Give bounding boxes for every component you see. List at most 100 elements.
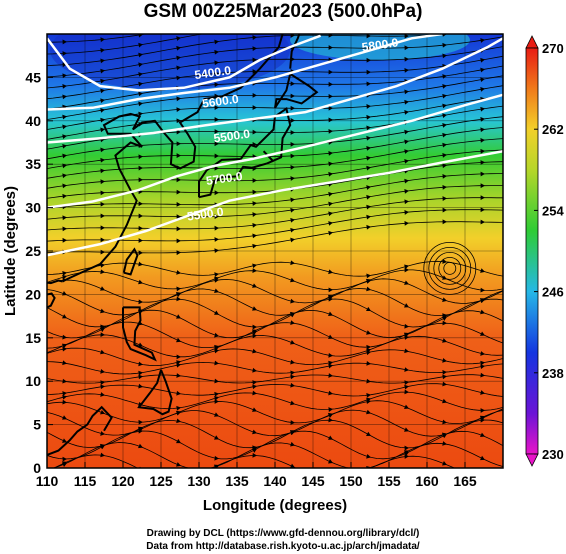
stream-arrow — [329, 476, 333, 481]
streamline — [47, 260, 503, 277]
stream-arrow — [290, 298, 295, 304]
stream-arrow — [138, 443, 143, 449]
stream-arrow — [290, 320, 295, 325]
stream-arrow — [138, 154, 143, 160]
stream-arrow — [404, 445, 409, 451]
streamline — [47, 383, 503, 397]
stream-arrow — [62, 399, 67, 405]
stream-arrow — [62, 114, 67, 120]
stream-arrow — [176, 362, 181, 368]
stream-arrow — [480, 137, 485, 143]
stream-arrow — [252, 105, 257, 110]
stream-arrow — [442, 122, 447, 128]
streamline — [47, 334, 503, 358]
contour-line — [47, 93, 503, 209]
swirl-ring — [428, 246, 472, 290]
swirl-ring — [443, 261, 457, 275]
coastlines — [47, 34, 319, 456]
stream-arrow — [252, 14, 257, 19]
stream-arrow — [328, 230, 333, 236]
stream-arrow — [176, 462, 181, 467]
stream-arrow — [214, 20, 219, 25]
stream-arrow — [62, 394, 67, 400]
stream-arrow — [252, 222, 257, 228]
stream-arrow — [214, 412, 219, 417]
stream-arrow — [442, 441, 447, 446]
stream-arrow — [442, 381, 447, 387]
coastline — [47, 405, 113, 456]
stream-arrow — [328, 171, 333, 177]
stream-arrow — [404, 149, 409, 154]
stream-arrow — [138, 428, 143, 434]
stream-arrow — [442, 207, 447, 213]
stream-arrow — [176, 337, 181, 343]
coastline — [47, 279, 63, 285]
stream-arrow — [404, 221, 409, 226]
stream-arrow — [100, 108, 105, 113]
stream-arrow — [252, 268, 257, 273]
y-axis: 0 5 10 15 20 25 30 35 40 45 — [25, 69, 53, 476]
stream-arrow — [328, 435, 333, 440]
streamline — [53, 454, 456, 468]
stream-arrow — [100, 384, 105, 390]
stream-arrow — [366, 348, 371, 353]
stream-arrow — [442, 74, 447, 79]
stream-arrow — [176, 373, 181, 378]
stream-arrow — [404, 450, 409, 455]
stream-arrow — [214, 310, 219, 315]
stream-arrow — [442, 432, 447, 438]
stream-arrow — [214, 360, 219, 366]
stream-arrow — [252, 189, 257, 195]
stream-arrow — [480, 364, 485, 370]
swirl-ring — [433, 251, 467, 285]
stream-arrow — [100, 380, 105, 386]
streamline — [47, 347, 503, 366]
streamline — [47, 116, 503, 160]
stream-arrow — [100, 409, 105, 415]
stream-arrow — [290, 463, 295, 468]
stream-arrow — [442, 93, 447, 99]
stream-arrow — [176, 410, 181, 416]
stream-arrow — [62, 143, 67, 149]
stream-arrow — [176, 314, 181, 319]
stream-arrow — [480, 408, 485, 413]
coastline — [47, 292, 56, 309]
stream-arrow — [100, 48, 105, 53]
colorbar: 230 238 246 254 262 270 — [525, 35, 564, 467]
stream-arrow — [100, 201, 105, 207]
stream-arrow — [138, 419, 143, 425]
stream-arrow — [328, 211, 333, 217]
stream-arrow — [366, 330, 371, 335]
colorbar-tick-label: 254 — [542, 203, 564, 218]
stream-arrow — [404, 384, 409, 390]
stream-arrow — [62, 314, 67, 319]
stream-arrow — [138, 213, 143, 219]
coastline — [122, 247, 139, 276]
stream-arrow — [442, 314, 447, 320]
stream-arrow — [480, 474, 485, 479]
stream-arrow — [62, 378, 67, 384]
stream-arrow — [62, 173, 67, 179]
streamline — [47, 430, 503, 460]
stream-arrow — [214, 272, 219, 277]
stream-arrow — [328, 128, 333, 134]
colorbar-tick-label: 230 — [542, 447, 564, 462]
stream-arrow — [176, 291, 181, 297]
stream-arrow — [252, 333, 257, 339]
stream-arrow — [328, 287, 333, 293]
streamline — [47, 278, 503, 304]
stream-arrow — [138, 52, 143, 58]
stream-arrow — [214, 332, 219, 338]
stream-arrow — [480, 7, 485, 12]
stream-arrow — [290, 277, 295, 283]
contour-label: 5500.0 — [186, 205, 225, 224]
colorbar-bar — [525, 47, 539, 455]
stream-arrow — [176, 238, 181, 244]
stream-arrow — [214, 435, 219, 440]
stream-arrow — [442, 152, 447, 158]
stream-arrow — [442, 219, 447, 225]
stream-arrow — [252, 201, 257, 206]
stream-arrow — [214, 455, 219, 461]
stream-arrow — [138, 177, 143, 183]
stream-arrow — [442, 42, 447, 48]
